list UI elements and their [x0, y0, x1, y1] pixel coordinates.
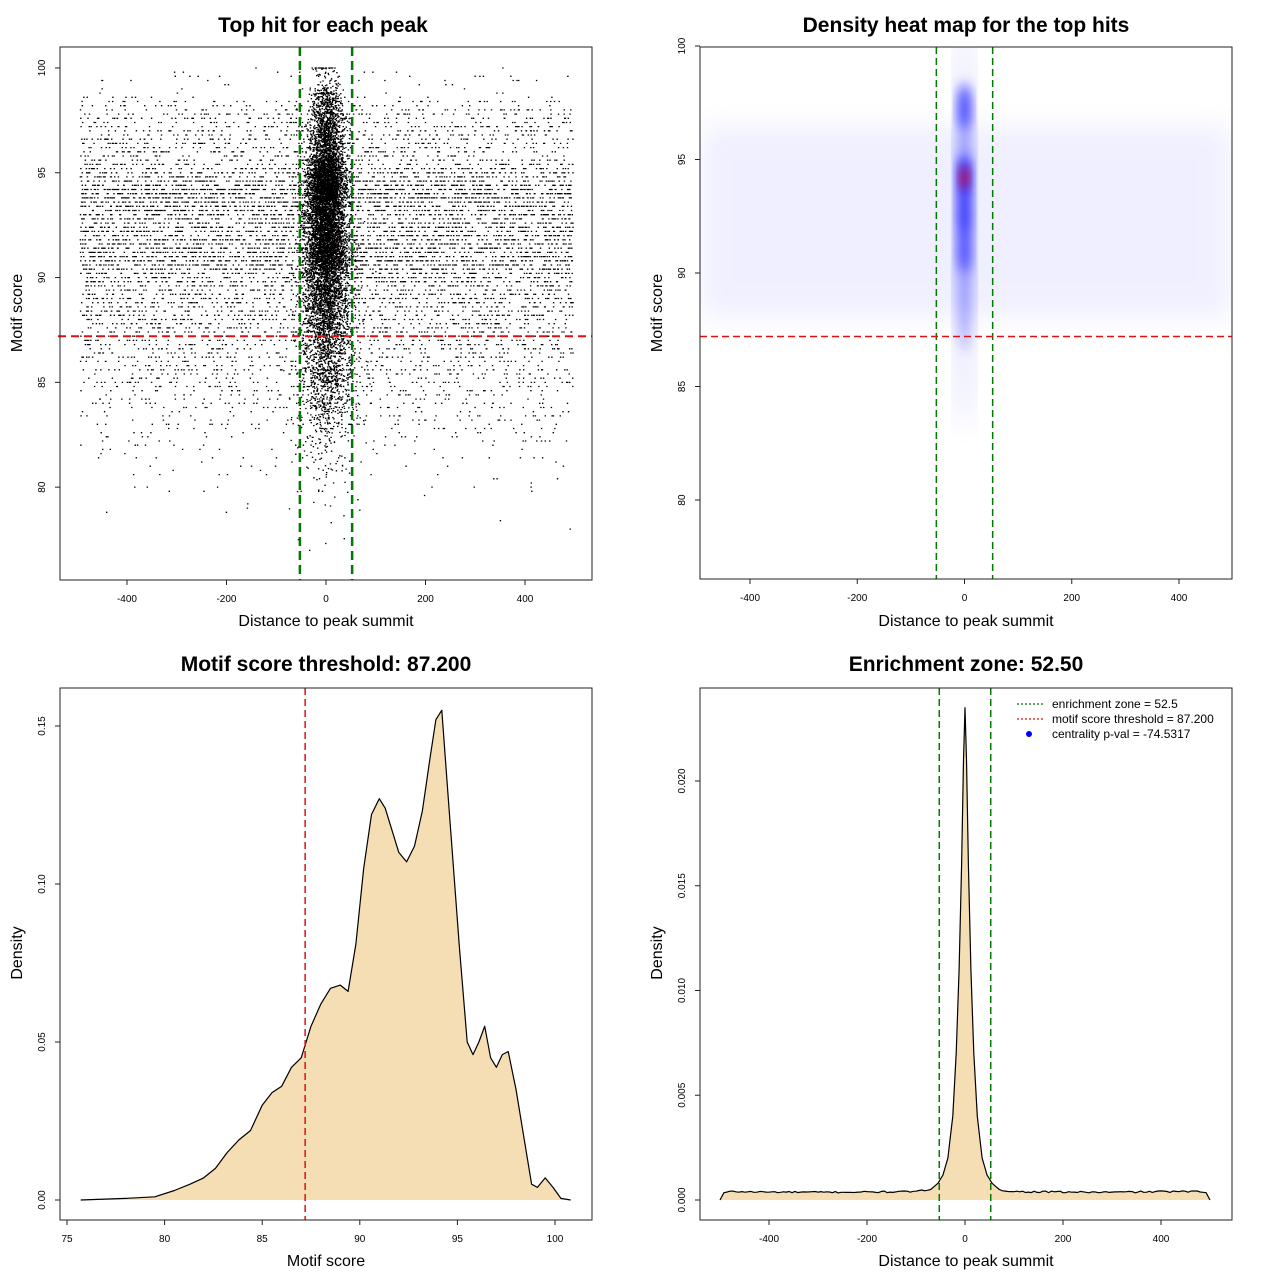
heatmap-y-tick-label: 90 [677, 267, 688, 279]
heatmap-y-tick-label: 85 [677, 381, 688, 393]
distance-density-plot: -400 -200 0 200 400 0.000 0.005 0.010 0.015 0.020 [677, 687, 1233, 1245]
heatmap-x-tick-label: 400 [1171, 593, 1188, 604]
distance-density-y-tick-label: 0.015 [677, 873, 688, 898]
score-density-y-tick-label: 0.10 [37, 874, 48, 894]
heatmap-y-tick-label: 95 [677, 154, 688, 166]
score-density-title: Motif score threshold: 87.200 [181, 653, 472, 676]
distance-density-area [720, 707, 1210, 1200]
scatter-y-tick-label: 95 [37, 167, 48, 179]
heatmap-x-tick-label: -400 [740, 593, 760, 604]
scatter-y-tick-label: 90 [37, 272, 48, 284]
score-density-y-tick-label: 0.00 [37, 1190, 48, 1210]
legend-centrality-dot [1026, 731, 1032, 737]
heatmap-x-label: Distance to peak summit [878, 613, 1054, 630]
panel-distance-density: Enrichment zone: 52.50 -400 -200 0 200 400 0.… [649, 653, 1233, 1270]
distance-density-x-tick-label: -400 [759, 1234, 779, 1245]
scatter-x-tick-label: -200 [216, 594, 236, 605]
scatter-y-label: Motif score [9, 274, 26, 352]
scatter-point-cloud [79, 67, 574, 552]
heatmap-x-tick-label: -200 [847, 593, 867, 604]
score-density-x-tick-label: 85 [257, 1234, 269, 1245]
distance-density-x-tick-label: -200 [857, 1234, 877, 1245]
score-density-area [80, 710, 571, 1200]
heatmap-density [700, 47, 1232, 432]
heatmap-y-tick-label: 80 [677, 494, 688, 506]
panel-heatmap: Density heat map for the top hits -400 -2… [649, 14, 1233, 630]
score-density-y-tick-label: 0.05 [37, 1032, 48, 1052]
score-density-x-tick-label: 75 [61, 1234, 73, 1245]
heatmap-hotspot-3 [958, 228, 971, 273]
score-density-line [80, 709, 571, 1201]
scatter-x-tick-label: 200 [417, 594, 434, 605]
scatter-x-tick-label: 0 [323, 594, 329, 605]
distance-density-y-label: Density [649, 926, 666, 979]
score-density-y-label: Density [9, 926, 26, 979]
heatmap-y-label: Motif score [649, 274, 666, 352]
score-density-y-tick-label: 0.15 [37, 716, 48, 736]
scatter-axes: -400 -200 0 200 400 80 85 90 95 100 [37, 46, 593, 605]
scatter-y-tick-label: 85 [37, 376, 48, 388]
legend: enrichment zone = 52.5 motif score thres… [1017, 697, 1214, 741]
legend-enrichment-zone: enrichment zone = 52.5 [1052, 697, 1178, 711]
heatmap-y-tick-label: 100 [677, 37, 688, 54]
scatter-points [79, 67, 574, 552]
panel-score-density: Motif score threshold: 87.200 75 80 85 90 95… [9, 653, 593, 1270]
heatmap-peak [960, 166, 969, 189]
heatmap-hotspot-1 [958, 85, 971, 130]
scatter-title: Top hit for each peak [218, 14, 428, 37]
heatmap-hotspot-2 [958, 191, 971, 236]
distance-density-x-tick-label: 400 [1153, 1234, 1170, 1245]
distance-density-line [719, 707, 1211, 1201]
scatter-y-tick-label: 100 [37, 59, 48, 76]
heatmap-axes: -400 -200 0 200 400 80 85 90 95 100 [677, 37, 1233, 604]
score-density-x-tick-label: 90 [354, 1234, 366, 1245]
scatter-x-label: Distance to peak summit [238, 613, 414, 630]
scatter-x-tick-label: -400 [117, 594, 137, 605]
legend-centrality-pval: centrality p-val = -74.5317 [1052, 727, 1191, 741]
score-density-plot: 75 80 85 90 95 100 0.00 0.05 0.10 0.15 [37, 687, 593, 1245]
distance-density-x-tick-label: 0 [962, 1234, 968, 1245]
distance-density-y-tick-label: 0.000 [677, 1187, 688, 1212]
distance-density-x-label: Distance to peak summit [878, 1253, 1054, 1270]
heatmap-x-tick-label: 0 [962, 593, 968, 604]
scatter-y-tick-label: 80 [37, 481, 48, 493]
heatmap-x-tick-label: 200 [1063, 593, 1080, 604]
distance-density-y-tick-label: 0.020 [677, 768, 688, 793]
score-density-x-tick-label: 80 [159, 1234, 171, 1245]
distance-density-y-tick-label: 0.010 [677, 978, 688, 1003]
distance-density-x-tick-label: 200 [1055, 1234, 1072, 1245]
heatmap-title: Density heat map for the top hits [803, 14, 1130, 37]
distance-density-y-tick-label: 0.005 [677, 1082, 688, 1107]
heatmap-plot-box [699, 46, 1233, 580]
score-density-x-label: Motif score [287, 1253, 365, 1270]
legend-motif-score-threshold: motif score threshold = 87.200 [1052, 712, 1214, 726]
scatter-x-tick-label: 400 [517, 594, 534, 605]
distance-density-title: Enrichment zone: 52.50 [849, 653, 1084, 676]
panel-scatter: Top hit for each peak -400 -200 0 200 400 80 8… [9, 14, 593, 630]
distance-density-plot-box [699, 687, 1233, 1221]
score-density-plot-box [59, 687, 593, 1221]
score-density-x-tick-label: 95 [452, 1234, 464, 1245]
score-density-x-tick-label: 100 [547, 1234, 564, 1245]
